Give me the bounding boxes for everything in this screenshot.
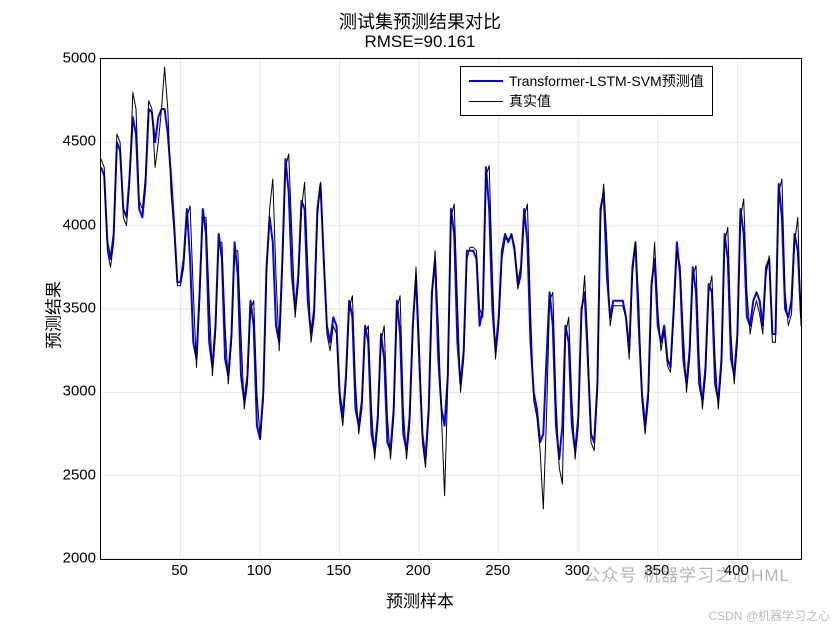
y-tick: 4500 <box>36 133 96 150</box>
x-tick: 150 <box>314 562 364 579</box>
x-tick: 50 <box>155 562 205 579</box>
legend-item-pred: Transformer-LSTM-SVM预测值 <box>469 71 704 91</box>
y-tick: 2500 <box>36 466 96 483</box>
legend-label-true: 真实值 <box>509 91 551 111</box>
x-tick: 250 <box>473 562 523 579</box>
watermark-text-2: CSDN @机器学习之心 <box>708 607 830 624</box>
series-pred <box>101 109 801 459</box>
plot-svg <box>101 59 801 559</box>
chart-subtitle: RMSE=90.161 <box>0 32 840 52</box>
chart-title: 测试集预测结果对比 <box>0 8 840 34</box>
legend-item-true: 真实值 <box>469 91 704 111</box>
x-tick: 100 <box>234 562 284 579</box>
y-tick: 2000 <box>36 550 96 567</box>
y-tick: 5000 <box>36 50 96 67</box>
plot-area <box>100 58 802 560</box>
legend-label-pred: Transformer-LSTM-SVM预测值 <box>509 71 704 91</box>
chart-container: 测试集预测结果对比 RMSE=90.161 预测结果 预测样本 20002500… <box>0 0 840 630</box>
legend: Transformer-LSTM-SVM预测值 真实值 <box>460 66 713 116</box>
legend-swatch-true <box>469 101 503 102</box>
legend-swatch-pred <box>469 80 503 82</box>
y-tick: 3000 <box>36 383 96 400</box>
x-tick: 200 <box>393 562 443 579</box>
watermark-text-1: 公众号 机器学习之心HML <box>583 561 790 586</box>
y-tick: 3500 <box>36 300 96 317</box>
y-tick: 4000 <box>36 216 96 233</box>
